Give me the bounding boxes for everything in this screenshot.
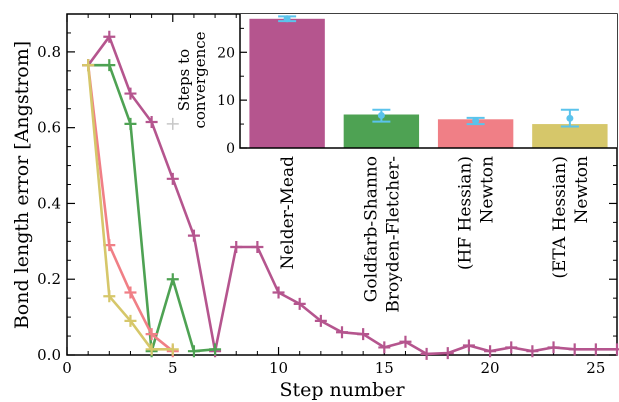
series-point-marker: [124, 314, 137, 327]
y-tick-label: 0.2: [37, 270, 61, 288]
series-point-marker: [611, 343, 619, 356]
inset-category-label: (ETA Hessian): [550, 156, 570, 279]
series-point-marker: [124, 286, 137, 299]
inset-y-axis-label-line: Steps to: [175, 49, 193, 111]
main-axis-ticks: 0 5 10 15 20 25 0.0 0.2 0.4 0.6 0.8: [37, 14, 618, 377]
y-tick-label: 0.0: [37, 346, 61, 364]
y-tick-label: 0.8: [37, 43, 61, 61]
inset-error-mean-dot: [377, 111, 385, 119]
series-point-marker: [399, 335, 412, 348]
series-point-marker: [568, 343, 581, 356]
x-tick-label: 15: [375, 359, 394, 377]
main-series-group: [82, 30, 619, 360]
inset-y-axis-label: Steps toconvergence: [175, 31, 209, 128]
inset-errorbars-group: [278, 15, 579, 128]
series-point-marker: [103, 30, 116, 43]
series-point-marker: [187, 345, 200, 358]
y-tick-label: 0.6: [37, 119, 61, 137]
series-point-marker: [336, 326, 348, 339]
inset-category-label: Newton: [572, 156, 592, 224]
series-point-marker: [145, 115, 158, 128]
inset-category-label: Newton: [478, 156, 498, 224]
x-axis-label: Step number: [279, 379, 405, 401]
series-point-marker: [462, 339, 475, 352]
series-point-marker: [484, 345, 497, 358]
series-point-marker: [166, 273, 179, 286]
inset-category-label: Broyden-Fletcher-: [383, 156, 403, 313]
x-tick-label: 5: [168, 359, 178, 377]
inset-category-label: Nelder-Mead: [278, 156, 298, 270]
x-tick-label: 25: [586, 359, 605, 377]
series-point-marker: [209, 343, 222, 356]
series-point-marker: [293, 297, 306, 310]
series-point-marker: [82, 59, 95, 72]
series-point-marker: [103, 290, 116, 303]
inset-error-mean-dot: [566, 114, 574, 122]
series-point-marker: [378, 341, 391, 354]
x-tick-label: 0: [62, 359, 72, 377]
main-annotation-group: [166, 117, 179, 130]
x-tick-label: 20: [481, 359, 500, 377]
series-point-marker: [166, 172, 179, 185]
series-point-marker: [526, 345, 539, 358]
series-point-marker: [505, 341, 518, 354]
inset-y-axis-label-line: convergence: [191, 31, 209, 128]
series-point-marker: [357, 328, 370, 341]
inset-category-label: (HF Hessian): [456, 156, 476, 270]
y-axis-label: Bond length error [Angstrom]: [11, 41, 33, 329]
series-point-marker: [420, 347, 433, 360]
inset-y-tick-label: 20: [217, 45, 235, 61]
series-point-marker: [230, 241, 243, 254]
inset-bars-group: [249, 18, 608, 148]
annotation-marker: [166, 117, 179, 130]
inset-bar: [532, 124, 608, 148]
y-tick-label: 0.4: [37, 194, 61, 212]
series-point-marker: [314, 314, 327, 327]
inset-y-tick-label: 10: [217, 93, 235, 109]
inset-axis-ticks: 0 10 20: [217, 27, 247, 157]
inset-error-mean-dot: [472, 117, 480, 125]
series-point-marker: [547, 341, 560, 354]
inset-error-mean-dot: [283, 15, 291, 23]
inset-category-labels: Nelder-Mead Broyden-Fletcher-Goldfarb-Sha…: [278, 156, 592, 313]
series-point-marker: [251, 241, 264, 254]
series-point-marker: [103, 59, 116, 72]
series-line: [86, 65, 173, 351]
series-point-marker: [124, 87, 137, 100]
inset-bar: [249, 18, 325, 148]
series-point-marker: [145, 328, 158, 341]
series-point-marker: [272, 286, 285, 299]
series-point-marker: [441, 347, 454, 360]
inset-category-label: Goldfarb-Shanno: [361, 156, 381, 302]
inset-y-tick-label: 0: [226, 141, 235, 157]
series-point-marker: [145, 343, 158, 356]
series-point-marker: [124, 117, 137, 130]
x-tick-label: 10: [269, 359, 288, 377]
series-point-marker: [187, 229, 200, 242]
series-point-marker: [589, 343, 602, 356]
series-point-marker: [166, 343, 179, 356]
